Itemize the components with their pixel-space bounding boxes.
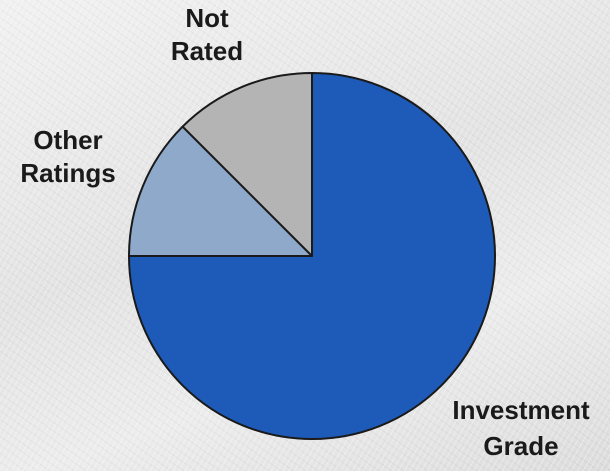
slice-label-line: Grade [483, 431, 558, 461]
pie-slice-investment-grade [128, 72, 496, 440]
slice-label-line: Investment [452, 395, 590, 425]
slice-labels: Investment Grade Other Ratings Not Rated [20, 3, 590, 461]
pie-slice-not-rated [181, 72, 313, 257]
slice-label-line: Other [33, 125, 102, 155]
slice-label-line: Not [185, 3, 229, 33]
slice-label-line: Ratings [20, 158, 115, 188]
slice-label-other-ratings: Other Ratings [20, 125, 115, 188]
pie-slices [128, 72, 496, 440]
pie-slice-other-ratings [128, 125, 313, 257]
slice-label-line: Rated [171, 36, 243, 66]
slice-label-investment-grade: Investment Grade [452, 395, 590, 461]
slice-label-not-rated: Not Rated [171, 3, 243, 66]
